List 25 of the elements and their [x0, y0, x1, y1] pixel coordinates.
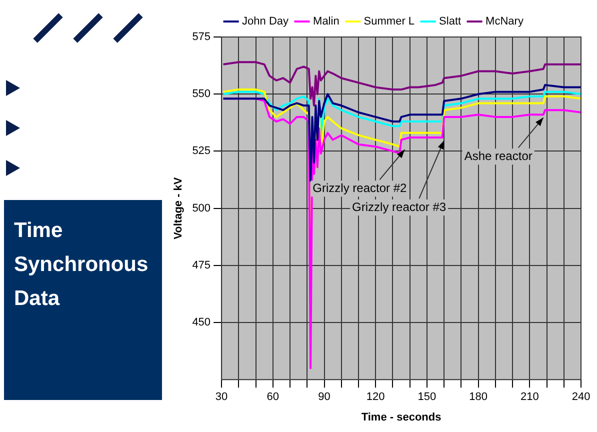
- legend-label: Summer L: [364, 16, 415, 28]
- legend-label: McNary: [486, 16, 524, 28]
- y-tick-label: 550: [192, 88, 211, 100]
- x-tick-label: 210: [520, 391, 539, 404]
- legend-label: Slatt: [439, 16, 462, 28]
- y-tick-label: 500: [192, 202, 211, 214]
- y-tick-label: 525: [192, 145, 211, 158]
- annotation: Ashe reactor: [464, 148, 532, 163]
- x-tick-label: 120: [366, 391, 385, 404]
- x-tick-label: 60: [266, 391, 280, 404]
- x-tick-label: 180: [469, 391, 488, 404]
- annotation: Grizzly reactor #2: [312, 180, 408, 195]
- x-tick-label: 150: [418, 391, 436, 404]
- x-tick-label: 30: [215, 391, 228, 404]
- x-tick-label: 240: [572, 391, 590, 404]
- x-tick-label: 90: [318, 391, 330, 404]
- y-tick-label: 450: [192, 316, 211, 329]
- legend-label: Malin: [313, 16, 340, 28]
- annotation: Grizzly reactor #3: [352, 200, 446, 214]
- y-axis-title: Voltage - kV: [172, 176, 185, 240]
- x-axis-title: Time - seconds: [361, 411, 442, 424]
- text: Time Synchronous Data: [4, 200, 162, 400]
- legend-label: John Day: [242, 16, 290, 28]
- y-tick-label: 475: [192, 259, 211, 272]
- y-tick-label: 575: [192, 31, 211, 44]
